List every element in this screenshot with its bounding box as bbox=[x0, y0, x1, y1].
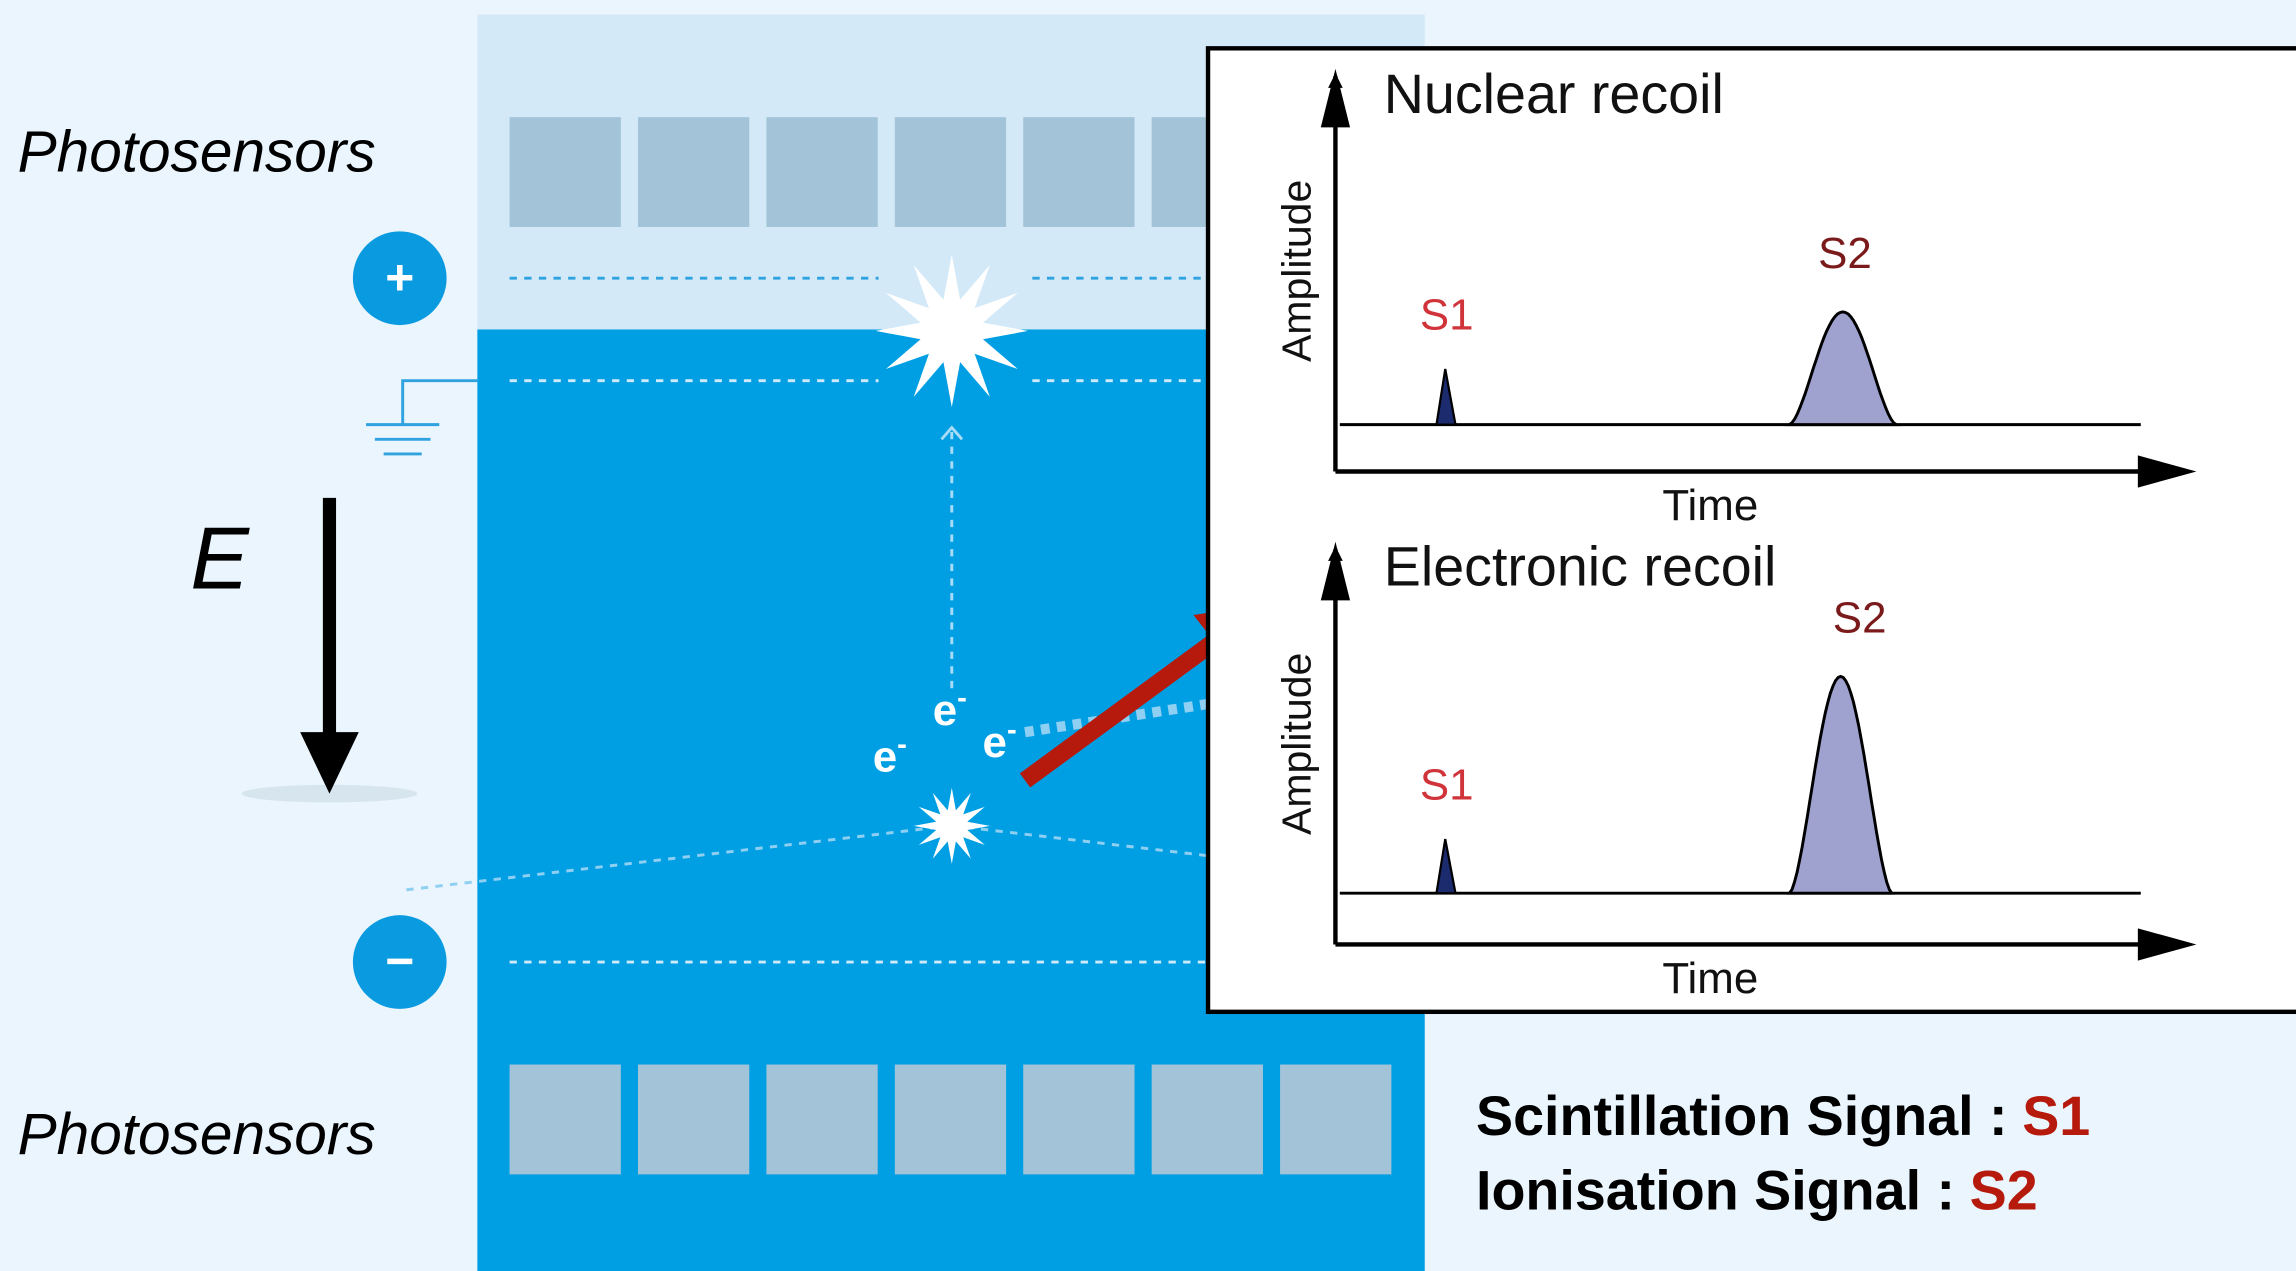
photosensor bbox=[766, 117, 878, 227]
waveform-panel bbox=[1205, 46, 2296, 1015]
y-axis-label: Amplitude bbox=[1274, 180, 1320, 362]
s1-peak bbox=[1435, 368, 1457, 426]
photosensor bbox=[637, 1064, 750, 1175]
photosensor bbox=[509, 1064, 621, 1175]
x-axis-label: Time bbox=[1662, 954, 1758, 1003]
legend-entry: Ionisation Signal : S2 bbox=[1476, 1160, 2038, 1222]
legend-text: Ionisation Signal : bbox=[1476, 1160, 1955, 1222]
x-axis-label: Time bbox=[1662, 481, 1758, 530]
y-axis-head bbox=[1320, 68, 1351, 128]
drift-arrow bbox=[940, 425, 964, 441]
electron-symbol: e bbox=[983, 718, 1007, 767]
electron-symbol: e bbox=[933, 686, 957, 735]
electron-charge: - bbox=[897, 728, 907, 761]
anode-sign: + bbox=[385, 249, 414, 305]
s2-peak bbox=[1786, 674, 1895, 895]
legend-signal: S2 bbox=[1970, 1160, 2038, 1222]
photosensor bbox=[1023, 1064, 1135, 1175]
electrons: e-e-e- bbox=[873, 681, 1017, 781]
legend-text: Scintillation Signal : bbox=[1476, 1085, 2008, 1147]
sensor-label: Photosensors bbox=[18, 1102, 376, 1167]
s1-label: S1 bbox=[1420, 290, 1474, 339]
photosensor bbox=[1023, 117, 1135, 227]
electron-charge: - bbox=[1007, 713, 1017, 746]
s2-label: S2 bbox=[1818, 229, 1872, 278]
ground-symbol bbox=[366, 379, 478, 456]
anode-icon bbox=[352, 231, 447, 326]
photosensor bbox=[637, 117, 750, 227]
photosensor bbox=[1280, 1064, 1392, 1175]
electron: e- bbox=[873, 728, 907, 782]
legend-signal: S1 bbox=[2022, 1085, 2090, 1147]
s1-flash bbox=[913, 787, 990, 864]
electron: e- bbox=[933, 681, 967, 735]
y-axis-head bbox=[1320, 541, 1351, 601]
sensor-label: Photosensors bbox=[18, 119, 376, 184]
photosensor bbox=[509, 117, 621, 227]
x-axis-head bbox=[2137, 455, 2197, 488]
legend-entry: Scintillation Signal : S1 bbox=[1476, 1085, 2090, 1147]
legend: Scintillation Signal : S1 Ionisation Signa… bbox=[1476, 1085, 2090, 1222]
plot-title: Electronic recoil bbox=[1384, 536, 1777, 598]
s2-flash bbox=[875, 254, 1028, 408]
electron-symbol: e bbox=[873, 733, 897, 782]
field-arrow-head bbox=[300, 732, 359, 794]
electron-charge: - bbox=[957, 681, 967, 714]
s1-label: S1 bbox=[1420, 761, 1474, 810]
y-axis-label: Amplitude bbox=[1274, 653, 1320, 835]
photosensor bbox=[894, 117, 1007, 227]
field-label: E bbox=[190, 509, 250, 608]
cathode-sign: − bbox=[385, 933, 414, 989]
s2-label: S2 bbox=[1833, 594, 1887, 643]
electron: e- bbox=[983, 713, 1017, 767]
light-path bbox=[402, 825, 1216, 892]
cathode-icon bbox=[352, 915, 447, 1009]
x-axis-head bbox=[2137, 928, 2197, 961]
photosensor bbox=[766, 1064, 878, 1175]
s1-peak bbox=[1435, 838, 1457, 895]
photosensor bbox=[894, 1064, 1007, 1175]
signal-arrow bbox=[1019, 628, 1228, 788]
photosensor bbox=[1151, 1064, 1263, 1175]
s2-peak bbox=[1784, 310, 1901, 427]
waveform-plots: Nuclear recoil Amplitude Time S1 S2 Electroni… bbox=[1274, 63, 2197, 1003]
plot-title: Nuclear recoil bbox=[1384, 63, 1724, 125]
